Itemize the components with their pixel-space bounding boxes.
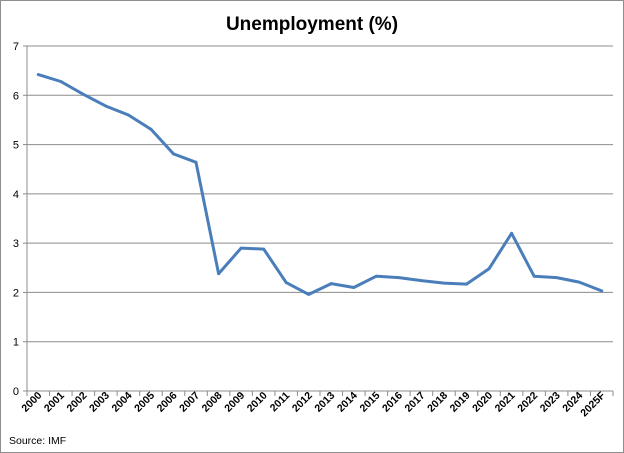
axes (23, 45, 614, 396)
data-point-2020 (487, 267, 491, 271)
y-tick-label: 7 (13, 41, 19, 53)
data-point-2006 (172, 152, 175, 156)
x-tick-label: 2002 (64, 390, 89, 415)
data-point-2005 (149, 127, 153, 131)
x-tick-labels: 2000200120022003200420052006200720082009… (19, 389, 608, 419)
series-layer (36, 73, 604, 296)
x-tick-label: 2006 (155, 390, 180, 415)
x-tick-label: 2017 (403, 390, 428, 415)
x-tick-label: 2013 (312, 390, 337, 415)
data-point-2003 (104, 104, 108, 108)
x-tick-label: 2007 (177, 390, 202, 415)
y-tick-label: 3 (13, 238, 19, 250)
y-tick-label: 0 (13, 386, 19, 398)
data-point-2024 (577, 280, 581, 284)
x-tick-label: 2004 (110, 390, 135, 415)
data-point-2016 (397, 276, 401, 279)
data-point-2007 (194, 160, 198, 164)
x-tick-label: 2009 (222, 390, 247, 415)
data-point-2002 (81, 92, 85, 96)
y-tick-label: 6 (13, 90, 19, 102)
y-tick-label: 2 (13, 287, 19, 299)
data-point-2019 (465, 282, 468, 286)
gridlines (27, 45, 613, 343)
y-tick-label: 1 (13, 337, 19, 349)
x-tick-label: 2014 (335, 390, 360, 415)
data-point-2013 (329, 282, 333, 285)
data-point-2004 (127, 113, 130, 117)
data-point-2008 (217, 272, 221, 276)
data-point-2015 (374, 274, 378, 278)
x-tick-label: 2012 (290, 390, 315, 415)
data-point-2023 (555, 276, 559, 279)
x-tick-label: 2010 (245, 390, 270, 415)
data-point-2000 (36, 73, 40, 76)
x-tick-label: 2000 (19, 390, 44, 415)
chart-title: Unemployment (%) (226, 14, 398, 35)
x-tick-label: 2015 (357, 390, 382, 415)
x-tick-label: 2022 (515, 390, 540, 415)
data-point-2014 (352, 286, 356, 289)
data-point-2018 (442, 281, 446, 285)
series-line-0 (36, 73, 604, 296)
y-tick-labels: 0 1 2 3 4 5 6 7 (13, 41, 19, 398)
x-tick-label: 2018 (425, 390, 450, 415)
data-point-2011 (284, 281, 288, 284)
data-point-2009 (239, 246, 243, 250)
data-point-2012 (307, 293, 311, 296)
x-tick-label: 2016 (380, 390, 405, 415)
data-point-2022 (532, 274, 536, 278)
data-point-2001 (59, 80, 63, 83)
x-tick-label: 2025F (578, 389, 608, 419)
x-tick-label: 2020 (470, 390, 495, 415)
x-tick-label: 2001 (42, 390, 67, 415)
source-label: Source: IMF (9, 435, 66, 447)
x-tick-label: 2005 (132, 390, 157, 415)
data-point-2017 (420, 279, 423, 282)
x-tick-label: 2021 (493, 390, 518, 415)
x-tick-label: 2011 (268, 390, 293, 415)
x-tick-label: 2008 (200, 390, 225, 415)
x-tick-label: 2003 (87, 390, 112, 415)
data-point-2021 (510, 231, 513, 235)
y-tick-label: 5 (13, 140, 19, 152)
data-point-2010 (262, 247, 266, 251)
data-point-2025F (600, 289, 604, 293)
y-tick-label: 4 (13, 189, 19, 201)
x-tick-label: 2019 (448, 390, 473, 415)
x-tick-label: 2023 (538, 390, 563, 415)
